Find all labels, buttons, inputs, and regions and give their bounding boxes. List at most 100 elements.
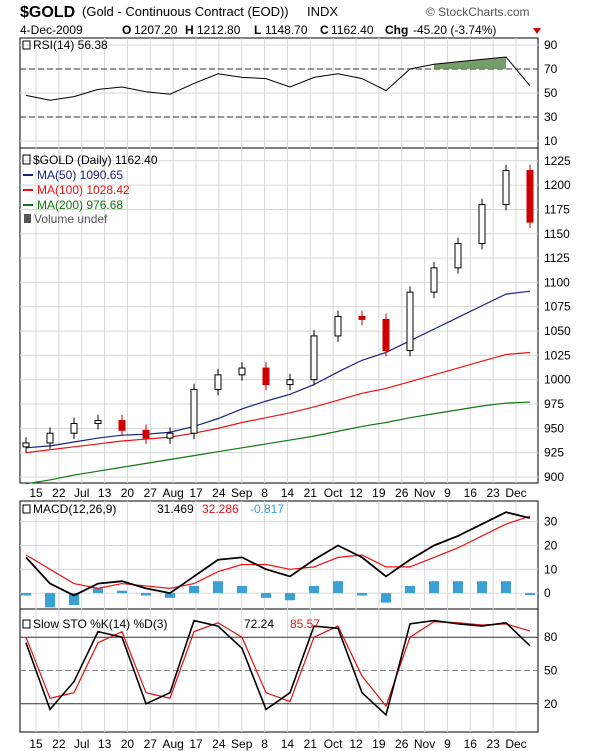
low-label: L bbox=[254, 23, 261, 37]
x-tick-label-bottom: 20 bbox=[121, 737, 135, 751]
volume-legend: Volume undef bbox=[34, 212, 108, 226]
high-value: 1212.80 bbox=[197, 23, 241, 37]
x-tick-label-bottom: Jul bbox=[74, 737, 89, 751]
macd-histogram-bar bbox=[357, 593, 367, 596]
open-value: 1207.20 bbox=[134, 23, 178, 37]
chart-exchange: INDX bbox=[307, 4, 338, 19]
price-candle bbox=[262, 367, 270, 386]
rsi-y-tick: 30 bbox=[544, 110, 558, 124]
price-y-tick: 1075 bbox=[544, 300, 571, 314]
low-value: 1148.70 bbox=[265, 23, 308, 37]
x-tick-label-top: 12 bbox=[349, 486, 363, 500]
price-candle bbox=[286, 379, 294, 386]
macd-histogram-bar bbox=[309, 585, 319, 594]
price-candle bbox=[22, 442, 30, 448]
macd-y-tick: 10 bbox=[544, 562, 558, 576]
macd-histogram-bar bbox=[213, 581, 223, 594]
macd-y-tick: 20 bbox=[544, 538, 558, 552]
chart-date: 4-Dec-2009 bbox=[20, 23, 83, 37]
x-tick-label-top: 8 bbox=[261, 486, 268, 500]
x-tick-label-bottom: 22 bbox=[52, 737, 66, 751]
price-y-tick: 1200 bbox=[544, 178, 571, 192]
price-candle bbox=[406, 291, 414, 352]
macd-histogram-bar bbox=[453, 581, 463, 594]
macd-y-tick: 0 bbox=[544, 586, 551, 600]
rsi-title: RSI(14) 56.38 bbox=[33, 38, 108, 52]
x-tick-label-top: 23 bbox=[486, 486, 500, 500]
macd-histogram-bar bbox=[261, 593, 271, 598]
x-tick-label-top: 24 bbox=[212, 486, 226, 500]
sto-legend-swatch bbox=[22, 619, 31, 629]
macd-value: 31.469 bbox=[157, 502, 194, 516]
x-tick-label-bottom: 27 bbox=[144, 737, 158, 751]
macd-histogram-bar bbox=[429, 581, 439, 594]
macd-histogram-bar bbox=[141, 593, 151, 596]
sto-k-line bbox=[25, 619, 531, 717]
ma50-legend: MA(50) 1090.65 bbox=[37, 168, 123, 182]
chart-description: (Gold - Continuous Contract (EOD)) bbox=[82, 4, 289, 19]
macd-histogram-bar bbox=[333, 581, 343, 594]
x-tick-label-top: 20 bbox=[121, 486, 135, 500]
price-title: $GOLD (Daily) 1162.40 bbox=[33, 153, 158, 167]
brand-label: © StockCharts.com bbox=[426, 5, 530, 19]
rsi-y-tick: 50 bbox=[544, 86, 558, 100]
rsi-legend: RSI(14) 56.38 bbox=[22, 38, 108, 52]
x-tick-label-bottom: 15 bbox=[29, 737, 43, 751]
macd-histogram-bar bbox=[405, 585, 415, 594]
price-candle bbox=[454, 243, 462, 269]
x-tick-label-top: 22 bbox=[52, 486, 66, 500]
price-y-tick: 900 bbox=[544, 470, 564, 484]
high-label: H bbox=[185, 23, 194, 37]
x-tick-label-top: 27 bbox=[144, 486, 158, 500]
macd-histogram-bar bbox=[381, 593, 391, 603]
price-candle bbox=[334, 315, 342, 337]
rsi-y-tick: 70 bbox=[544, 62, 558, 76]
x-tick-label-bottom: 24 bbox=[212, 737, 226, 751]
price-y-tick: 950 bbox=[544, 421, 564, 435]
x-tick-label-top: 15 bbox=[29, 486, 43, 500]
price-candle bbox=[46, 432, 54, 444]
price-candle bbox=[358, 315, 366, 320]
price-candle bbox=[310, 335, 318, 381]
macd-histogram-value: -0.817 bbox=[250, 502, 284, 516]
x-tick-label-bottom: Sep bbox=[231, 737, 253, 751]
sto-k-value: 72.24 bbox=[244, 617, 274, 631]
ma200-legend: MA(200) 976.68 bbox=[37, 198, 123, 212]
macd-histogram-bar bbox=[189, 585, 199, 594]
sto-title: Slow STO %K(14) %D(3) bbox=[33, 617, 167, 631]
macd-histogram-bar bbox=[525, 593, 535, 596]
price-candle bbox=[118, 420, 126, 431]
x-tick-label-top: 26 bbox=[395, 486, 409, 500]
macd-line bbox=[25, 511, 531, 597]
x-tick-label-top: Sep bbox=[231, 486, 253, 500]
macd-signal-line bbox=[25, 515, 531, 589]
sto-y-tick: 50 bbox=[544, 664, 558, 678]
x-tick-label-bottom: 9 bbox=[444, 737, 451, 751]
x-tick-label-top: 17 bbox=[189, 486, 203, 500]
x-tick-label-bottom: Aug bbox=[162, 737, 183, 751]
x-tick-label-bottom: Oct bbox=[324, 737, 343, 751]
price-y-tick: 1100 bbox=[544, 275, 570, 289]
sto-y-tick: 20 bbox=[544, 697, 558, 711]
price-candle bbox=[478, 204, 486, 245]
price-candle bbox=[214, 374, 222, 390]
open-label: O bbox=[122, 23, 131, 37]
x-tick-label-bottom: 23 bbox=[486, 737, 500, 751]
macd-histogram-bar bbox=[69, 593, 79, 605]
price-candle bbox=[190, 388, 198, 434]
price-panel bbox=[19, 147, 539, 484]
price-candle bbox=[142, 429, 150, 439]
price-legend: $GOLD (Daily) 1162.40 MA(50) 1090.65 MA(… bbox=[22, 153, 158, 226]
price-y-tick: 1000 bbox=[544, 373, 571, 387]
macd-histogram-bar bbox=[117, 590, 127, 594]
x-tick-label-bottom: Nov bbox=[414, 737, 435, 751]
sto-y-tick: 80 bbox=[544, 630, 558, 644]
price-y-tick: 1150 bbox=[544, 227, 570, 241]
price-candle bbox=[526, 170, 534, 223]
x-tick-label-top: Dec bbox=[505, 486, 526, 500]
price-y-tick: 975 bbox=[544, 397, 564, 411]
macd-histogram-bar bbox=[285, 593, 295, 601]
price-y-tick: 1175 bbox=[544, 202, 570, 216]
price-y-tick: 1225 bbox=[544, 154, 571, 168]
price-y-tick: 1025 bbox=[544, 348, 571, 362]
